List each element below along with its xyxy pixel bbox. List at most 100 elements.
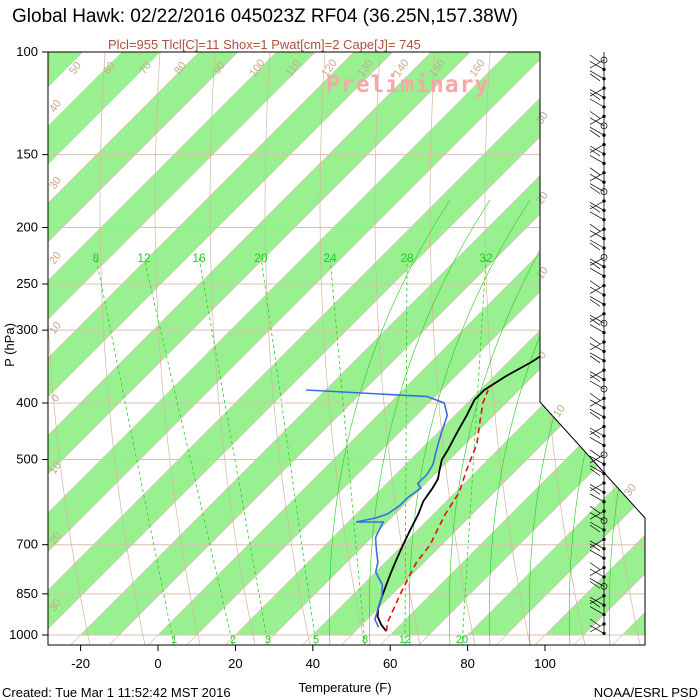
wind-station [602, 274, 606, 278]
wind-barb [589, 623, 605, 633]
wind-barb-flag [589, 92, 601, 100]
wind-station [602, 471, 606, 476]
wind-barb [589, 89, 605, 98]
wind-station [602, 218, 606, 222]
isotherm-label: 20 [47, 250, 64, 267]
mixing-ratio-label: 24 [323, 251, 337, 265]
plot-area [48, 52, 645, 645]
green-band [48, 52, 645, 635]
y-tick-label: 400 [16, 395, 38, 410]
isotherm-label: 30 [47, 597, 64, 614]
wind-station [602, 368, 606, 372]
isotherm-line [48, 52, 645, 645]
temperature-line [376, 56, 645, 632]
wind-barb-flag [589, 581, 601, 589]
wind-barb [589, 567, 605, 576]
wind-barb [589, 521, 605, 531]
wind-barb [589, 510, 605, 520]
green-band [48, 52, 645, 635]
mixing-ratio-label: 2 [230, 634, 236, 646]
wind-barb-flag [589, 468, 601, 476]
wind-station [602, 612, 606, 617]
green-band [48, 52, 645, 635]
wind-barb-flag [589, 430, 601, 439]
wind-barb [589, 202, 605, 211]
wind-barb [589, 285, 605, 294]
wind-station [600, 451, 608, 459]
wind-station [602, 171, 606, 175]
wind-barb [589, 606, 605, 615]
isotherm-line [443, 52, 645, 645]
wind-barb-flag [589, 355, 601, 364]
wind-barb [589, 59, 605, 69]
wind-barb-flag [589, 280, 601, 288]
wind-station [602, 265, 606, 269]
wind-station [602, 603, 606, 607]
y-axis-label: P (hPa) [2, 323, 17, 367]
wind-station [602, 359, 606, 363]
wind-barb [589, 267, 605, 277]
wind-barb [589, 144, 605, 153]
wind-barb [589, 61, 605, 70]
wind-barb-flag [589, 618, 601, 627]
wind-barb [589, 70, 605, 80]
wind-barb [589, 228, 605, 238]
green-band [48, 52, 633, 635]
dry-adiabat [429, 52, 476, 645]
y-tick-label: 100 [16, 44, 38, 59]
wind-barb-flag [589, 336, 601, 345]
isotherm-label: 0 [49, 392, 62, 404]
mixing-ratio-label: 5 [313, 634, 319, 646]
x-tick-label: 0 [154, 656, 161, 671]
wind-barb-flag [589, 242, 601, 251]
dry-adiabat [319, 52, 366, 645]
plot-border [47, 51, 646, 646]
wind-station [602, 246, 606, 250]
isotherm-label: 30 [622, 482, 639, 499]
wind-barb-flag [589, 505, 601, 514]
wind-barb [589, 540, 605, 550]
wind-station [600, 122, 608, 130]
wind-station [602, 556, 606, 560]
wind-barb [589, 116, 605, 125]
y-tick-label: 1000 [9, 627, 38, 642]
wind-barb [589, 211, 605, 221]
wind-barb [589, 482, 605, 492]
wind-station [602, 161, 606, 166]
wind-barb [589, 595, 605, 605]
mixing-ratio-label: 3 [265, 634, 271, 646]
wind-station [602, 199, 606, 203]
wind-station [602, 312, 606, 316]
wind-station [602, 133, 606, 137]
wind-barb-flag [589, 599, 601, 608]
isotherm-line [48, 52, 645, 645]
sounding-curves [306, 56, 645, 632]
wind-barb [589, 258, 605, 268]
mixing-ratio-label: 16 [192, 251, 206, 265]
wind-barb-flag [589, 411, 601, 420]
isotherm-line [48, 52, 532, 645]
isotherm-label: 10 [47, 460, 64, 477]
wind-station [602, 86, 606, 90]
isotherm-label: 20 [534, 190, 551, 207]
wind-station [602, 434, 606, 438]
y-tick-label: 500 [16, 451, 38, 466]
wind-station [600, 385, 608, 393]
wind-station [600, 254, 608, 261]
isotherm-line [48, 52, 645, 645]
dry-adiabat [154, 52, 201, 645]
wind-station [602, 302, 606, 307]
chart-title: Global Hawk: 02/22/2016 045023Z RF04 (36… [12, 6, 518, 27]
wind-barb [589, 172, 605, 182]
wind-barb [589, 352, 605, 362]
isotherm-label: 10 [47, 320, 64, 337]
isotherm-line [327, 52, 645, 645]
source-credit: NOAA/ESRL PSD [593, 685, 698, 700]
wind-barb [589, 239, 605, 249]
wind-station [602, 330, 606, 335]
moist-adiabat [449, 199, 571, 645]
wind-barb-flag [589, 374, 601, 382]
dry-adiabat [484, 52, 531, 645]
wind-barb [589, 296, 605, 305]
wind-barb [589, 455, 605, 465]
